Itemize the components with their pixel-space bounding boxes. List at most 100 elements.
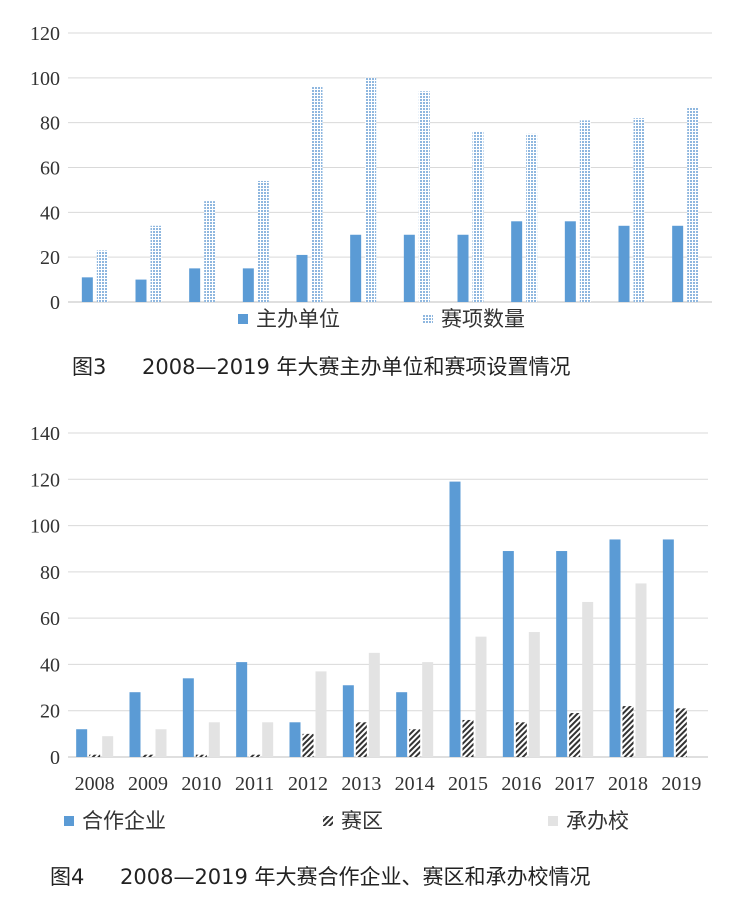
bar: [350, 234, 362, 302]
bar: [579, 120, 591, 302]
x-tick-label: 2011: [235, 773, 274, 795]
bar: [182, 678, 194, 757]
x-tick-label: 2008: [75, 773, 115, 795]
bar: [296, 254, 308, 302]
bar: [249, 754, 261, 757]
bar: [457, 234, 469, 302]
x-tick-label: 2019: [661, 773, 701, 795]
y-tick-label: 40: [40, 654, 60, 676]
bar: [502, 551, 514, 757]
bar: [142, 754, 154, 757]
bar: [403, 234, 415, 302]
y-tick-label: 20: [40, 701, 60, 723]
bar: [462, 719, 474, 757]
y-tick-label: 80: [40, 113, 60, 135]
bar: [81, 277, 93, 302]
legend-swatch: [423, 314, 433, 324]
bar: [195, 754, 207, 757]
chart-partners-regions-hosts: 0 20 40 60 80 100 120 140 2008 2009 2010 2011 2012 20…: [30, 423, 708, 889]
legend-label: 承办校: [566, 809, 629, 833]
y-tick-label: 0: [50, 292, 60, 314]
figure-caption: 2008—2019 年大赛主办单位和赛项设置情况: [142, 355, 571, 379]
bar: [528, 632, 540, 757]
bar: [96, 250, 108, 302]
figure-caption: 2008—2019 年大赛合作企业、赛区和承办校情况: [120, 865, 591, 889]
legend-swatch: [548, 816, 558, 826]
bar: [302, 733, 314, 757]
bar: [236, 662, 248, 757]
bar: [449, 481, 461, 757]
x-tick-label: 2017: [555, 773, 595, 795]
y-tick-label: 120: [30, 23, 60, 45]
y-tick-label: 120: [30, 469, 60, 491]
bar: [569, 713, 581, 757]
y-tick-label: 0: [50, 747, 60, 769]
x-tick-label: 2012: [288, 773, 328, 795]
bar: [556, 551, 568, 757]
bar: [672, 225, 684, 302]
bar: [662, 539, 674, 757]
bar: [311, 86, 323, 302]
y-tick-label: 100: [30, 68, 60, 90]
figure-number: 图4: [50, 865, 84, 889]
bar: [315, 671, 327, 757]
legend-swatch: [323, 816, 333, 826]
x-tick-label: 2009: [128, 773, 168, 795]
bar: [129, 692, 141, 757]
y-tick-label: 80: [40, 562, 60, 584]
legend-swatch: [238, 314, 248, 324]
bar: [511, 221, 523, 302]
x-tick-label: 2016: [501, 773, 541, 795]
legend-label: 赛项数量: [441, 307, 525, 331]
bar: [609, 539, 621, 757]
x-tick-label: 2010: [181, 773, 221, 795]
y-tick-label: 40: [40, 202, 60, 224]
bar: [526, 133, 538, 302]
bar: [365, 77, 377, 302]
x-tick-label: 2018: [608, 773, 648, 795]
bar: [687, 106, 699, 302]
bar: [289, 722, 301, 757]
bar: [89, 754, 101, 757]
bar: [418, 91, 430, 303]
bar: [355, 722, 367, 757]
y-tick-label: 140: [30, 423, 60, 445]
legend-label: 合作企业: [82, 809, 166, 833]
bar: [204, 201, 216, 302]
bar: [582, 601, 594, 757]
bar: [342, 685, 354, 757]
y-tick-label: 60: [40, 158, 60, 180]
bar: [242, 268, 254, 302]
bar: [472, 131, 484, 302]
x-tick-label: 2015: [448, 773, 488, 795]
bar: [396, 692, 408, 757]
bar: [515, 722, 527, 757]
legend-label: 主办单位: [256, 307, 340, 331]
bar: [135, 279, 147, 302]
x-tick-label: 2013: [341, 773, 381, 795]
y-tick-label: 60: [40, 608, 60, 630]
bar: [262, 722, 274, 757]
bar: [475, 636, 487, 757]
y-tick-label: 20: [40, 247, 60, 269]
bar: [675, 708, 687, 757]
bar: [622, 706, 634, 757]
figure-number: 图3: [72, 355, 106, 379]
bar: [635, 583, 647, 757]
legend-label: 赛区: [341, 809, 383, 833]
bar: [368, 652, 380, 757]
bar: [208, 722, 220, 757]
bar: [102, 736, 114, 757]
bar: [409, 729, 421, 757]
bar: [189, 268, 201, 302]
legend-swatch: [64, 816, 74, 826]
bar: [618, 225, 630, 302]
bar: [257, 180, 269, 302]
bar: [564, 221, 576, 302]
x-tick-label: 2014: [395, 773, 435, 795]
bar: [422, 662, 434, 757]
bar: [76, 729, 88, 757]
bar: [155, 729, 167, 757]
